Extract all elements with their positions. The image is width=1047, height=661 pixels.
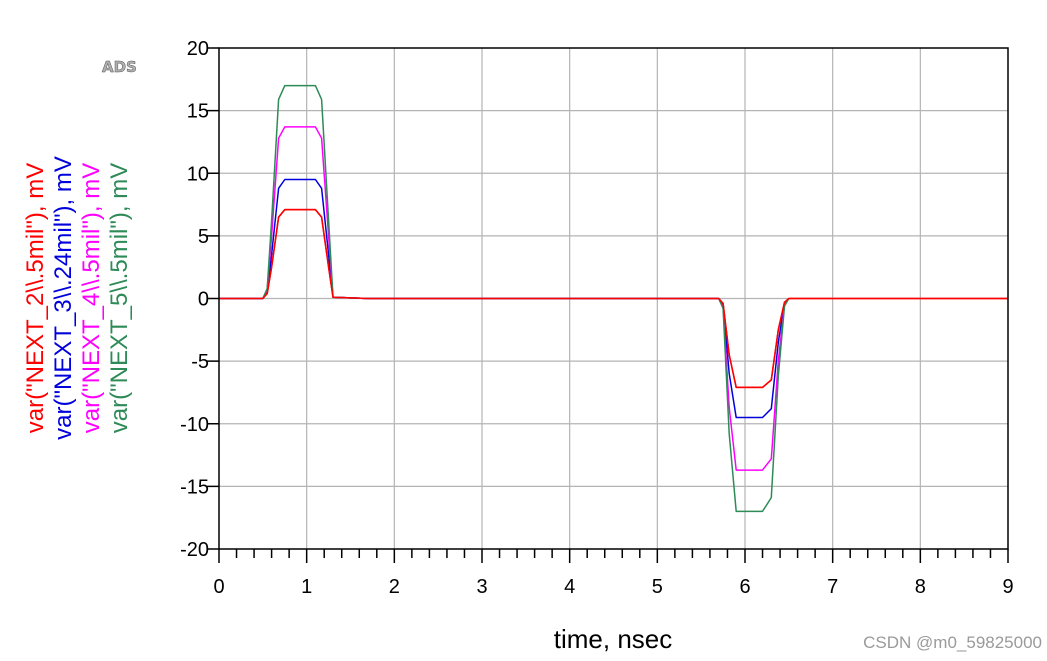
y-tick-label: 10: [187, 163, 209, 185]
tick-labels: 0 1 2 3 4 5 6 7 8 9 20 15 10 5 0 -5 -10 -15 -20: [180, 38, 1013, 598]
legend-entry-1: var("NEXT_2\\.5mil"), mV: [22, 163, 49, 433]
watermark: CSDN @m0_59825000: [863, 633, 1042, 652]
x-tick-label: 6: [739, 576, 750, 598]
x-tick-label: 3: [476, 576, 487, 598]
y-tick-label: 15: [187, 101, 209, 123]
x-tick-label: 4: [564, 576, 575, 598]
axes: [207, 47, 1009, 563]
x-tick-label: 0: [213, 576, 224, 598]
series-line-1-overlay: [219, 208, 1008, 389]
y-tick-label: 5: [198, 226, 209, 248]
legend-entry-2: var("NEXT_3\\.24mil"), mV: [50, 156, 77, 440]
series-group: [219, 84, 1008, 513]
y-tick-label: -5: [191, 351, 209, 373]
y-tick-label: -10: [180, 414, 209, 436]
x-tick-label: 7: [827, 576, 838, 598]
ads-logo: ADS: [102, 58, 137, 76]
x-tick-label: 2: [389, 576, 400, 598]
x-tick-label: 1: [301, 576, 312, 598]
x-tick-label: 9: [1002, 576, 1013, 598]
y-tick-label: 0: [198, 289, 209, 311]
y-axis-legend: var("NEXT_2\\.5mil"), mV var("NEXT_3\\.24…: [22, 156, 133, 440]
legend-entry-3: var("NEXT_4\\.5mil"), mV: [78, 163, 105, 433]
y-tick-label: -20: [180, 539, 209, 561]
legend-entry-4: var("NEXT_5\\.5mil"), mV: [106, 163, 133, 433]
x-tick-label: 5: [652, 576, 663, 598]
y-tick-label: -15: [180, 476, 209, 498]
y-tick-label: 20: [187, 38, 209, 60]
x-tick-label: 8: [915, 576, 926, 598]
x-axis-title: time, nsec: [554, 624, 673, 654]
